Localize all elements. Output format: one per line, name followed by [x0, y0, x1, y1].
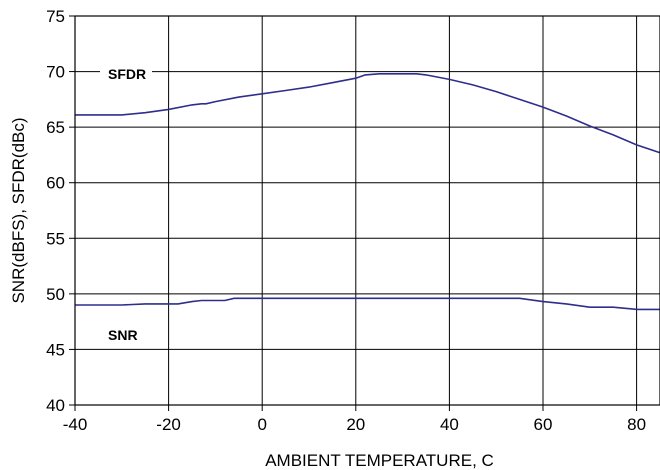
- x-tick-label: 80: [627, 415, 646, 434]
- series-labels: SFDR SNR: [100, 62, 152, 347]
- y-tick-label: 60: [46, 174, 65, 193]
- plot-frame: [74, 15, 660, 406]
- y-tick-label: 50: [46, 285, 65, 304]
- y-tick-label: 55: [46, 229, 65, 248]
- x-tick-label: -20: [156, 415, 181, 434]
- series-label-bg-sfdr: [100, 62, 152, 86]
- y-tick-label: 75: [46, 7, 65, 26]
- x-tick-label: 0: [257, 415, 266, 434]
- y-tick-labels: 40 45 50 55 60 65 70 75: [46, 7, 65, 415]
- x-tick-label: 60: [534, 415, 553, 434]
- series-label-bg-snr: [100, 323, 144, 347]
- y-tick-label: 65: [46, 118, 65, 137]
- x-tick-label: 20: [346, 415, 365, 434]
- y-tick-label: 45: [46, 340, 65, 359]
- series-label-snr: SNR: [108, 327, 138, 343]
- series-lines: [75, 73, 660, 311]
- x-tick-labels: -40 -20 0 20 40 60 80: [63, 415, 646, 434]
- series-line-sfdr: [75, 73, 660, 154]
- y-axis-title: SNR(dBFS), SFDR(dBc): [9, 117, 28, 303]
- series-line-snr: [75, 297, 660, 311]
- y-tick-label: 40: [46, 396, 65, 415]
- x-axis-title: AMBIENT TEMPERATURE, C: [265, 451, 494, 470]
- y-tick-label: 70: [46, 63, 65, 82]
- series-label-sfdr: SFDR: [108, 66, 146, 82]
- x-tick-label: 40: [440, 415, 459, 434]
- x-tick-label: -40: [63, 415, 88, 434]
